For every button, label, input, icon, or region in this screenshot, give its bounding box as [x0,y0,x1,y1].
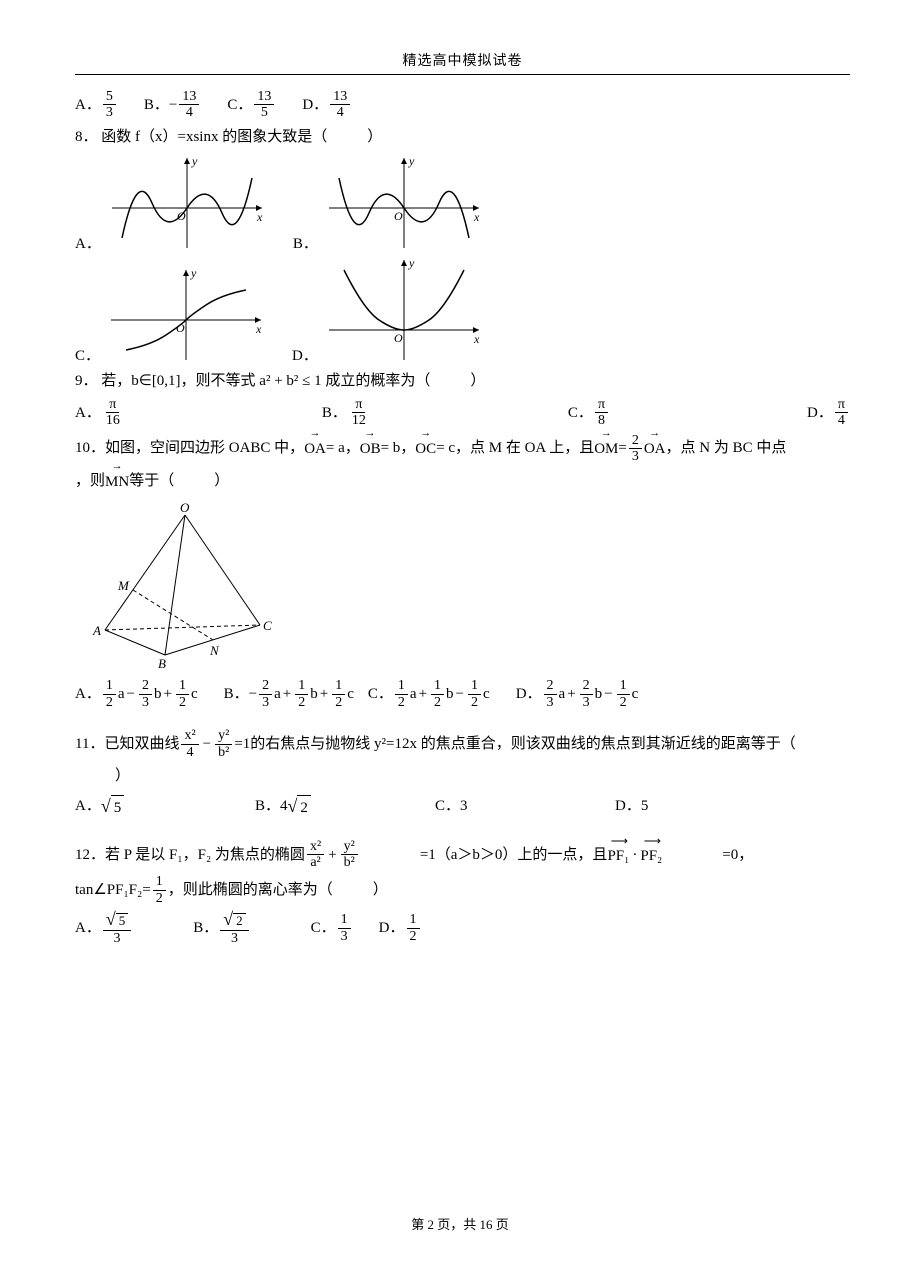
q8-graph-C: x y O [106,265,266,365]
q10-figure: O A B C M N [75,500,850,670]
svg-text:B: B [158,656,166,670]
q7-D-label: D． [302,93,328,117]
q11-stem: 11．已知双曲线 x²4 − y²b² =1 的右焦点与抛物线 y²=12x 的… [75,728,850,760]
q8-A-label: A． [75,232,101,253]
q7-C-frac: 135 [254,89,274,121]
q12-options: A． √53 B． √23 C． 13 D． 12 [75,910,850,946]
q8-graph-A: x y O [107,153,267,253]
q8-B-label: B． [293,232,318,253]
q7-D-frac: 134 [330,89,350,121]
q7-A-frac: 53 [103,89,116,121]
svg-text:O: O [180,500,190,515]
svg-text:x: x [473,210,480,224]
svg-text:M: M [117,578,130,593]
svg-text:A: A [92,623,101,638]
q10-stem-line2: ，则 MN 等于（） [75,468,850,494]
q11-options: A． √5 B． 4 √2 C．3 D．5 [75,792,850,821]
q8-graph-B: x y O [324,153,484,253]
svg-text:y: y [190,266,197,280]
q8-D-label: D． [292,344,318,365]
svg-text:O: O [176,321,185,335]
header-rule [75,74,850,75]
q7-B-neg: − [169,93,177,117]
q8-row1: A． x y O B． x y O [75,153,850,253]
q9-options: A．π16 B．π12 C．π8 D．π4 [75,397,850,429]
q8-row2: C． x y O D． x y O [75,255,850,365]
page-footer: 第 2 页，共 16 页 [0,1214,920,1233]
q12-stem-line2: tan∠PF₁F₂= 12 ，则此椭圆的离心率为（） [75,874,850,906]
q9-stem: 9． 若，b∈[0,1]，则不等式 a² + b² ≤ 1 成立的概率为（） [75,369,850,393]
svg-text:C: C [263,618,272,633]
q7-A-label: A． [75,93,101,117]
svg-text:y: y [191,154,198,168]
q7-options: A． 53 B． − 134 C． 135 D． 134 [75,89,850,121]
q10-stem-line1: 10．如图，空间四边形 OABC 中， OA= a， OB= b， OC= c … [75,433,850,465]
q7-B-label: B． [144,93,169,117]
svg-text:N: N [209,643,220,658]
q8-graph-D: x y O [324,255,484,365]
q12-stem-line1: 12．若 P 是以 F₁，F₂ 为焦点的椭圆 x²a² + y²b² =1（a＞… [75,839,850,871]
q7-B-frac: 134 [179,89,199,121]
svg-text:O: O [394,209,403,223]
svg-text:x: x [255,322,262,336]
page-header: 精选高中模拟试卷 [75,50,850,70]
svg-text:O: O [394,331,403,345]
q8-C-label: C． [75,344,100,365]
svg-text:x: x [256,210,263,224]
svg-text:x: x [473,332,480,346]
q8-stem: 8． 函数 f（x）=xsinx 的图象大致是（） [75,125,850,149]
q7-C-label: C． [227,93,252,117]
svg-text:O: O [177,209,186,223]
q11-stem-line2: ） [75,764,850,788]
svg-text:y: y [408,154,415,168]
q10-options: A． 12a − 23b + 12c B． − 23a + 12b + 12c … [75,678,850,710]
svg-text:y: y [408,256,415,270]
